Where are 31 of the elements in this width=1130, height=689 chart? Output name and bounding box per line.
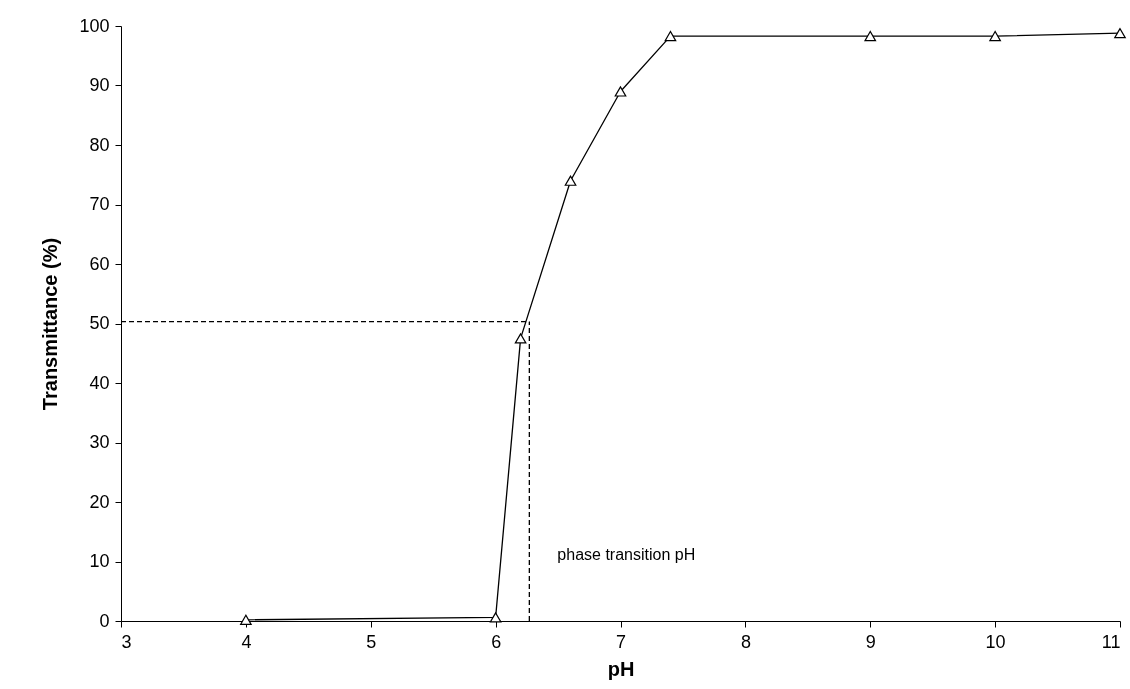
x-tick-label: 11 [1101, 631, 1121, 652]
y-tick-label: 70 [89, 194, 110, 214]
x-tick-label: 5 [366, 631, 377, 652]
point [1114, 28, 1126, 39]
x-tick-label: 10 [985, 631, 1006, 652]
y-tick-label: 60 [89, 253, 110, 274]
x-tick-label: 9 [865, 631, 876, 652]
point [614, 86, 627, 97]
point [489, 612, 502, 623]
y-tick-label: 0 [99, 610, 110, 631]
y-tick-label: 40 [89, 372, 110, 393]
y-axis-title: Transmittance (%) [39, 237, 62, 411]
point [564, 175, 577, 186]
x-tick-label: 6 [491, 631, 502, 652]
x-tick-label: 7 [615, 631, 627, 652]
y-tick-label: 10 [89, 551, 110, 571]
x-tick-label: 8 [740, 631, 751, 652]
x-tick-label: 3 [121, 631, 132, 652]
ref-line-label: phase transition pH [557, 546, 696, 564]
y-tick-label: 80 [89, 134, 110, 155]
y-tick-label: 100 [79, 15, 110, 36]
point [864, 30, 877, 42]
y-tick-label: 90 [89, 75, 110, 95]
point [514, 333, 527, 344]
point [664, 30, 677, 42]
y-tick-label: 50 [89, 313, 110, 333]
y-tick-label: 30 [89, 432, 110, 452]
x-tick-label: 4 [241, 631, 252, 652]
point [989, 30, 1001, 42]
y-tick-label: 20 [89, 491, 110, 512]
x-axis-title: pH [607, 657, 635, 680]
